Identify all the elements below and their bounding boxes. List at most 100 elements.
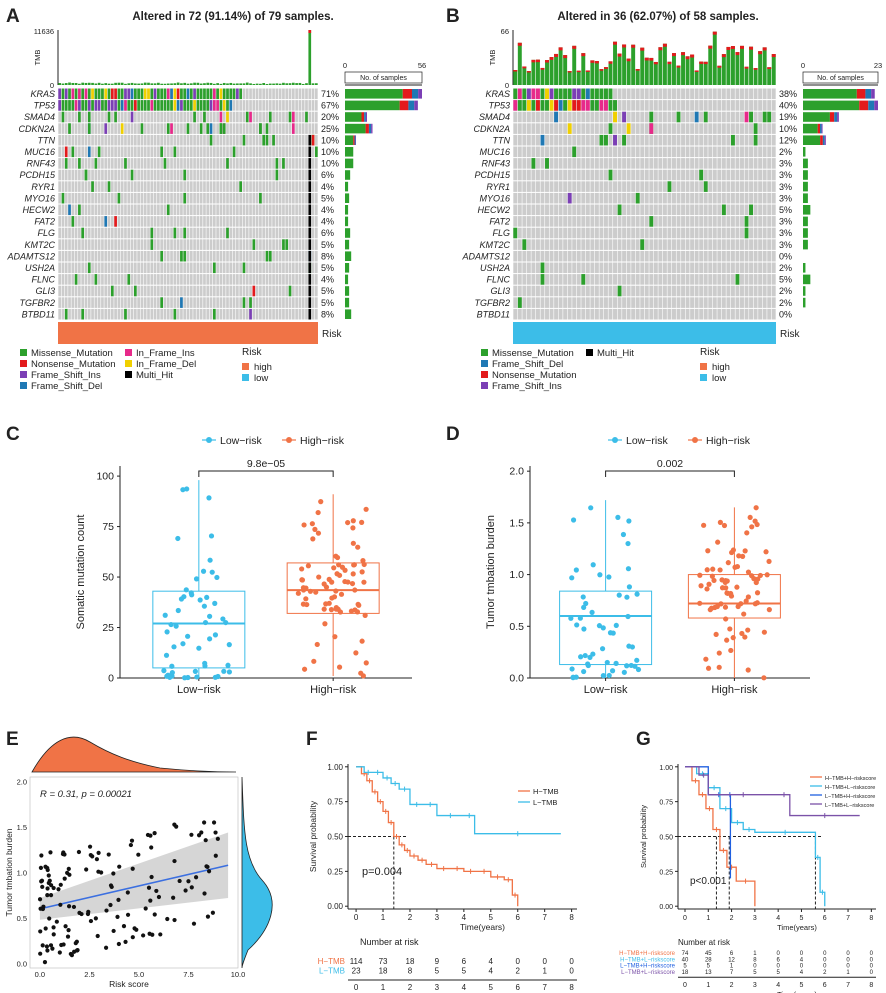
gene-cell [147,308,150,320]
gene-cell [667,204,672,216]
gene-cell [644,146,649,158]
gene-cell [626,285,631,297]
tmb-bar [594,61,599,85]
gene-cell [232,308,236,320]
gene-cell [554,308,559,320]
gene-cell [133,123,137,134]
gene-cell [157,262,160,274]
x-axis-label: Time(years) [777,923,817,932]
gene-cell [68,169,71,181]
side-bar-segment [364,112,366,122]
gene-label: TTN [493,135,511,145]
gene-cell [150,123,154,134]
gene-cell [91,239,94,250]
gene-cell [91,250,94,262]
tmb-bar [209,82,213,85]
gene-cell [58,285,61,297]
gene-cell [726,169,731,181]
gene-cell [635,204,640,216]
gene-cell [758,146,763,158]
gene-cell [183,239,187,250]
gene-cell [549,192,554,204]
gene-cell [572,204,577,216]
gene-cell [603,285,608,297]
risk-table-value: 0 [776,964,780,970]
gene-cell [567,297,572,308]
gene-cell [753,239,758,250]
mutation-cell [567,100,572,111]
gene-cell [203,192,206,204]
gene-cell [298,158,302,169]
mutation-cell [130,111,134,123]
mutation-cell [232,146,236,158]
gene-cell [147,134,150,146]
gene-cell [288,274,292,285]
gene-cell [282,111,285,123]
gene-cell [658,285,663,297]
gene-cell [242,146,246,158]
mutation-cell [87,88,91,100]
risk-table-value: 4 [800,970,804,976]
gene-cell [599,111,604,123]
gene-pct-label: 19% [779,112,797,122]
mutation-cell [209,134,213,146]
tmb-bar [212,83,216,85]
gene-cell [278,239,282,250]
risk-table-value: 28 [705,957,712,963]
gene-cell [193,274,196,285]
mutation-cell [183,227,187,239]
gene-cell [259,250,262,262]
gene-cell [150,297,154,308]
jitter-point [202,663,208,669]
mutation-cell [153,88,157,100]
jitter-point [226,669,233,675]
jitter-point [180,641,186,647]
gene-cell [110,204,114,216]
gene-cell [61,123,65,134]
jitter-point [570,517,577,523]
gene-cell [196,204,200,216]
gene-cell [61,297,65,308]
jitter-point [212,600,218,606]
tmb-bar-cap [640,47,645,51]
scatter-point [193,875,199,880]
gene-cell [71,111,75,123]
gene-cell [133,308,137,320]
gene-cell [120,239,124,250]
gene-cell [245,262,249,274]
gene-cell [101,192,104,204]
gene-cell [206,285,210,297]
gene-cell [239,227,243,239]
gene-cell [153,274,157,285]
x-tick-label: 4 [776,915,780,922]
scatter-point [115,914,120,919]
gene-cell [726,204,731,216]
gene-cell [735,181,740,192]
gene-cell [753,181,758,192]
gene-cell [576,227,581,239]
tmb-bar-cap [703,61,708,65]
mutation-cell [535,88,540,100]
gene-cell [275,134,279,146]
mutation-cell [150,239,154,250]
gene-cell [206,262,210,274]
gene-cell [517,216,522,227]
gene-cell [730,262,735,274]
gene-cell [150,204,154,216]
side-bar-segment [414,100,418,111]
jitter-point [197,597,203,603]
gene-cell [282,169,285,181]
jitter-point [301,522,307,528]
gene-cell [180,227,183,239]
mutation-cell [107,181,111,192]
mutation-cell [163,158,167,169]
gene-cell [749,169,754,181]
gene-cell [685,88,690,100]
tmb-bar [526,71,531,85]
mutation-cell [176,88,180,100]
gene-cell [631,88,636,100]
gene-cell [676,192,681,204]
gene-cell [640,111,645,123]
y-tick-label: 50 [102,572,114,584]
gene-cell [626,274,631,285]
